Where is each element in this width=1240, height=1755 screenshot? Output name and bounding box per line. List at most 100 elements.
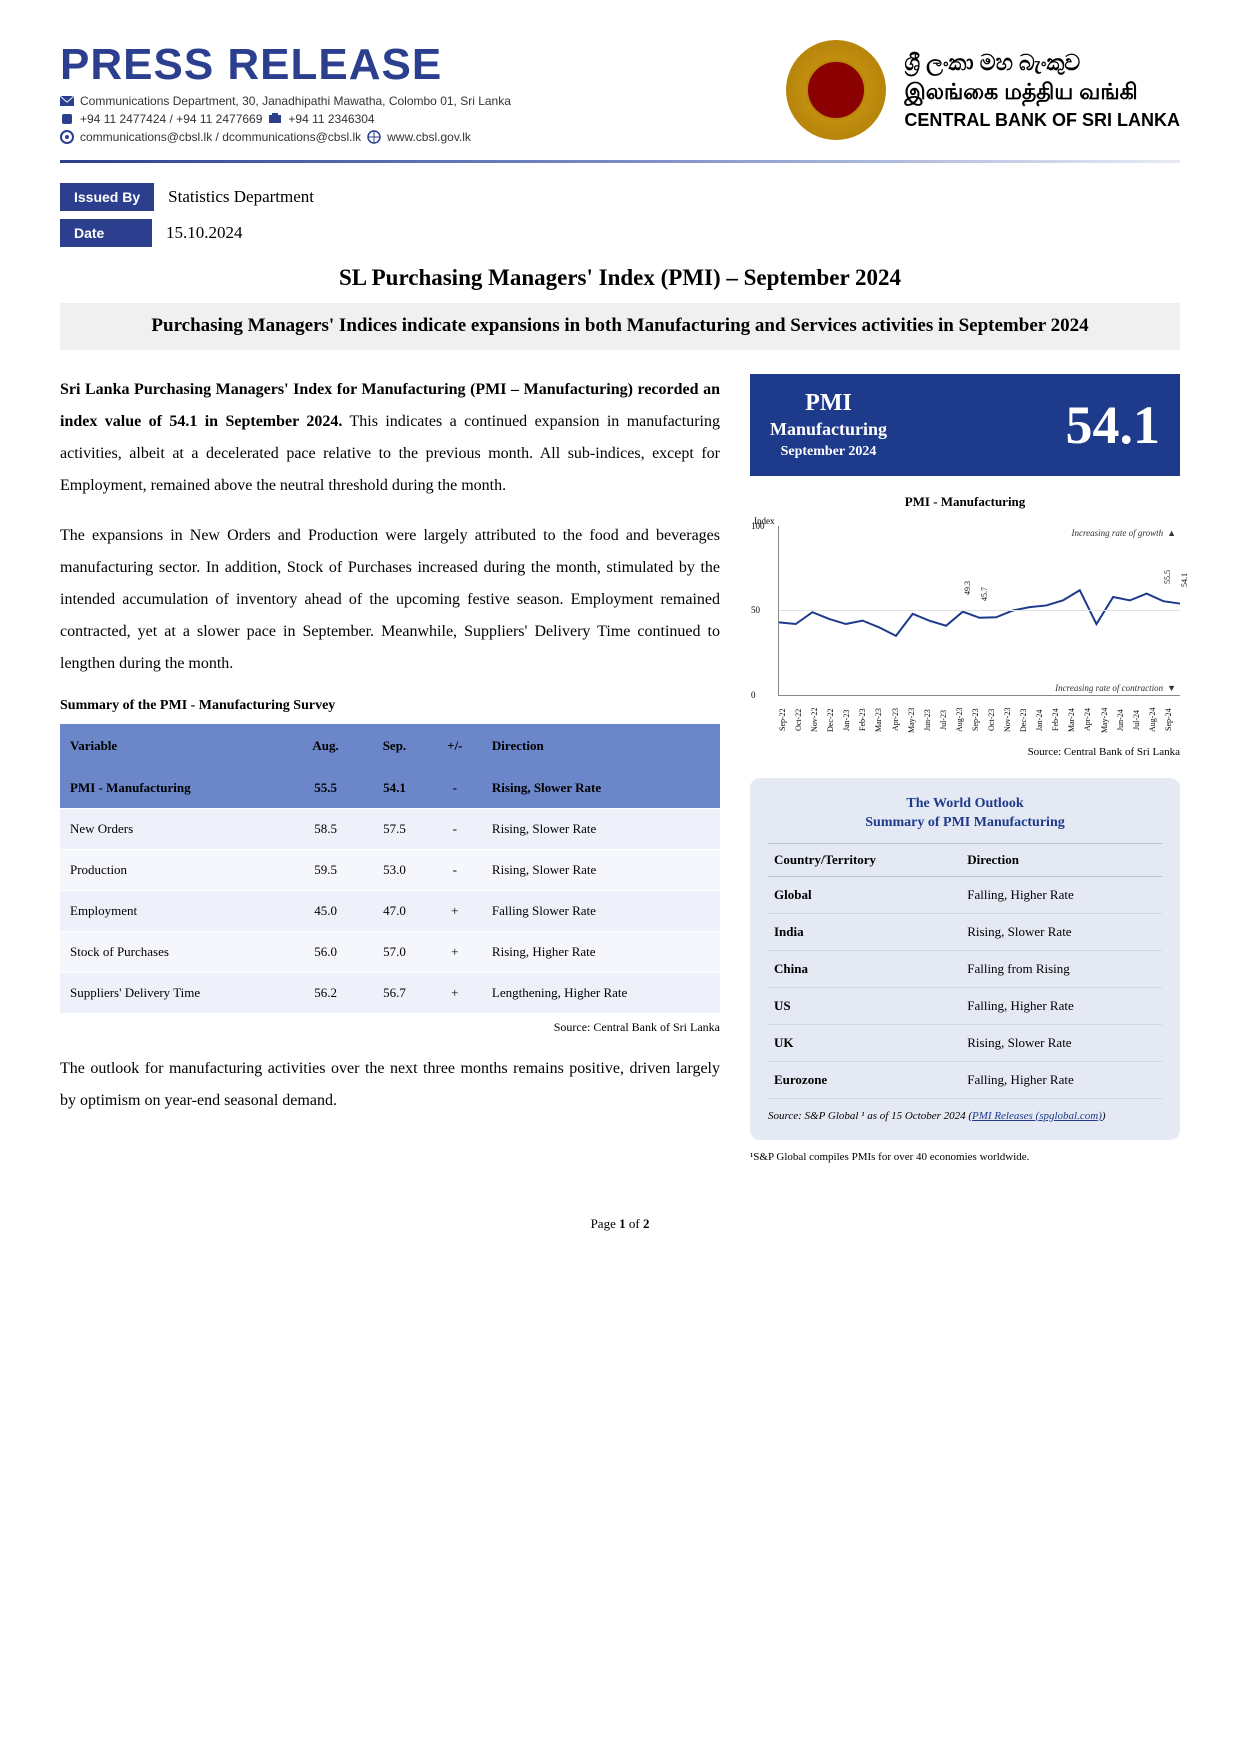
table-cell: 59.5 — [290, 849, 361, 890]
table-cell: 56.7 — [361, 972, 428, 1013]
table-cell: 54.1 — [361, 768, 428, 809]
chart-xtick: Feb-23 — [858, 700, 874, 740]
date-row: Date 15.10.2024 — [60, 219, 1180, 247]
table-row: Stock of Purchases56.057.0+Rising, Highe… — [60, 931, 720, 972]
table-cell: Falling, Higher Rate — [961, 876, 1162, 913]
chart-xtick: Jan-23 — [842, 700, 858, 740]
chart-x-axis: Sep-22Oct-22Nov-22Dec-22Jan-23Feb-23Mar-… — [778, 700, 1180, 740]
gridline-50 — [779, 610, 1180, 611]
table-cell: New Orders — [60, 808, 290, 849]
chart-xtick: Jul-23 — [939, 700, 955, 740]
annot-contraction-text: Increasing rate of contraction — [1055, 683, 1163, 693]
ytick-50: 50 — [751, 605, 760, 615]
table-cell: 57.0 — [361, 931, 428, 972]
chart-point-label: 49.3 — [963, 581, 972, 595]
table-cell: PMI - Manufacturing — [60, 768, 290, 809]
chart-xtick: Oct-23 — [987, 700, 1003, 740]
table-row: New Orders58.557.5-Rising, Slower Rate — [60, 808, 720, 849]
header-left: PRESS RELEASE Communications Department,… — [60, 40, 786, 144]
chart-xtick: May-23 — [907, 700, 923, 740]
contact-address-line: Communications Department, 30, Janadhipa… — [60, 94, 786, 108]
world-title: The World Outlook Summary of PMI Manufac… — [768, 794, 1162, 833]
pmi-chart: PMI - Manufacturing Index 100 50 0 Incre… — [750, 494, 1180, 758]
chart-plot-area: 100 50 0 Increasing rate of growth ▲ Inc… — [778, 526, 1180, 696]
summary-table-heading: Summary of the PMI - Manufacturing Surve… — [60, 698, 720, 714]
chart-xtick: Jun-24 — [1116, 700, 1132, 740]
table-cell: Falling, Higher Rate — [961, 1061, 1162, 1098]
date-label: Date — [60, 219, 152, 247]
chart-xtick: Sep-24 — [1164, 700, 1180, 740]
paragraph-3: The outlook for manufacturing activities… — [60, 1053, 720, 1117]
table-cell: - — [428, 808, 482, 849]
phone-a: +94 11 2477424 / +94 11 2477669 — [80, 112, 262, 126]
world-footnote: ¹S&P Global compiles PMIs for over 40 ec… — [750, 1150, 1180, 1165]
issued-by-label: Issued By — [60, 183, 154, 211]
world-title-a: The World Outlook — [906, 796, 1023, 811]
annot-contraction: Increasing rate of contraction ▼ — [1055, 683, 1176, 693]
table-row: IndiaRising, Slower Rate — [768, 913, 1162, 950]
table-cell: 45.0 — [290, 890, 361, 931]
header-right: ශ්‍රී ලංකා මහ බැංකුව இலங்கை மத்திய வங்கி… — [786, 40, 1180, 140]
issued-by-value: Statistics Department — [168, 187, 314, 207]
world-table: Country/Territory Direction GlobalFallin… — [768, 843, 1162, 1099]
table-cell: 56.0 — [290, 931, 361, 972]
table-cell: 53.0 — [361, 849, 428, 890]
col-variable: Variable — [60, 724, 290, 768]
world-col-direction: Direction — [961, 843, 1162, 876]
world-source-link[interactable]: PMI Releases (spglobal.com) — [972, 1110, 1102, 1122]
page-header: PRESS RELEASE Communications Department,… — [60, 40, 1180, 144]
table-row: GlobalFalling, Higher Rate — [768, 876, 1162, 913]
table-cell: - — [428, 768, 482, 809]
table-cell: + — [428, 890, 482, 931]
table-cell: Rising, Slower Rate — [961, 1024, 1162, 1061]
document-subtitle: Purchasing Managers' Indices indicate ex… — [60, 303, 1180, 350]
table-cell: Stock of Purchases — [60, 931, 290, 972]
chart-xtick: Dec-22 — [826, 700, 842, 740]
col-sep: Sep. — [361, 724, 428, 768]
world-source: Source: S&P Global ¹ as of 15 October 20… — [768, 1109, 1162, 1124]
summary-table: Variable Aug. Sep. +/- Direction PMI - M… — [60, 724, 720, 1014]
table-cell: 55.5 — [290, 768, 361, 809]
chart-xtick: Sep-22 — [778, 700, 794, 740]
table-row: USFalling, Higher Rate — [768, 987, 1162, 1024]
chart-point-label: 54.1 — [1180, 573, 1189, 587]
chart-point-label: 55.5 — [1163, 570, 1172, 584]
chart-xtick: Mar-24 — [1067, 700, 1083, 740]
table-cell: Rising, Slower Rate — [482, 768, 720, 809]
col-aug: Aug. — [290, 724, 361, 768]
date-value: 15.10.2024 — [166, 223, 243, 243]
table-row: Production59.553.0-Rising, Slower Rate — [60, 849, 720, 890]
chart-source: Source: Central Bank of Sri Lanka — [750, 746, 1180, 758]
annot-growth: Increasing rate of growth ▲ — [1072, 528, 1177, 538]
bank-name-block: ශ්‍රී ලංකා මහ බැංකුව இலங்கை மத்திய வங்கி… — [904, 49, 1180, 131]
table-cell: - — [428, 849, 482, 890]
paragraph-2: The expansions in New Orders and Product… — [60, 520, 720, 680]
left-column: Sri Lanka Purchasing Managers' Index for… — [60, 374, 720, 1166]
chart-xtick: May-24 — [1100, 700, 1116, 740]
table-row: Employment45.047.0+Falling Slower Rate — [60, 890, 720, 931]
table-cell: Rising, Slower Rate — [482, 849, 720, 890]
table-cell: 57.5 — [361, 808, 428, 849]
table-cell: Lengthening, Higher Rate — [482, 972, 720, 1013]
ytick-100: 100 — [751, 521, 765, 531]
table-cell: China — [768, 950, 961, 987]
table-row: Suppliers' Delivery Time56.256.7+Lengthe… — [60, 972, 720, 1013]
chart-xtick: Jun-23 — [923, 700, 939, 740]
pmi-box-labels: PMI Manufacturing September 2024 — [770, 390, 887, 460]
table-cell: Production — [60, 849, 290, 890]
table-row: UKRising, Slower Rate — [768, 1024, 1162, 1061]
table-cell: 47.0 — [361, 890, 428, 931]
table-cell: + — [428, 972, 482, 1013]
col-change: +/- — [428, 724, 482, 768]
web-text: www.cbsl.gov.lk — [387, 130, 471, 144]
world-title-b: Summary of PMI Manufacturing — [865, 815, 1065, 830]
table-cell: Rising, Slower Rate — [961, 913, 1162, 950]
email-text: communications@cbsl.lk / dcommunications… — [80, 130, 361, 144]
address-text: Communications Department, 30, Janadhipa… — [80, 94, 511, 108]
table-cell: 58.5 — [290, 808, 361, 849]
table-cell: Falling, Higher Rate — [961, 987, 1162, 1024]
contact-phone-line: +94 11 2477424 / +94 11 2477669 +94 11 2… — [60, 112, 786, 126]
table-cell: Global — [768, 876, 961, 913]
table-row: ChinaFalling from Rising — [768, 950, 1162, 987]
chart-xtick: Apr-24 — [1083, 700, 1099, 740]
